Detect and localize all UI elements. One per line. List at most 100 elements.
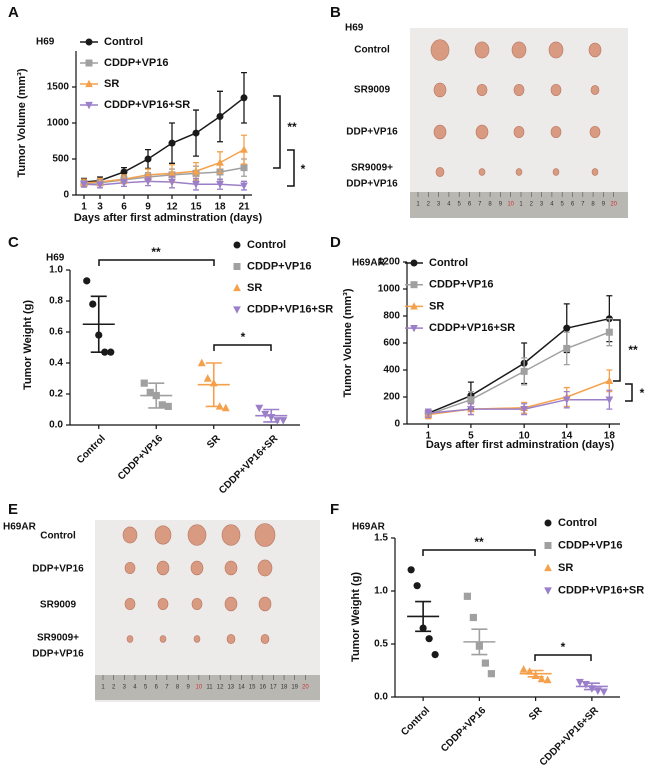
ruler-label: 1 (101, 685, 105, 691)
tumor (260, 634, 270, 644)
legend-marker (233, 306, 241, 314)
marker (168, 178, 176, 187)
y-tick-label: 0.8 (49, 296, 63, 307)
photo-background (410, 28, 628, 218)
ruler-label: 20 (302, 685, 309, 691)
tumor (515, 168, 523, 176)
tumor (156, 560, 170, 576)
marker (197, 358, 206, 367)
group-label: Control (40, 531, 76, 542)
significance-label: ** (474, 535, 484, 549)
y-tick-label: 0.6 (49, 327, 63, 338)
marker (467, 396, 475, 404)
panel-letter: E (8, 501, 18, 518)
tumor (478, 168, 486, 176)
marker (144, 170, 152, 178)
marker (520, 406, 528, 414)
marker (89, 300, 97, 308)
y-tick-label: 500 (52, 154, 69, 165)
significance-bracket (422, 549, 536, 556)
group-label: SR9009 (354, 85, 391, 96)
marker (96, 181, 104, 190)
ruler-label: 16 (259, 685, 266, 691)
x-tick-label: 15 (190, 202, 202, 213)
marker (216, 113, 224, 121)
legend-marker (410, 281, 418, 289)
marker (581, 681, 590, 689)
marker (563, 344, 571, 352)
ruler-label: 2 (530, 202, 534, 208)
legend-marker (233, 283, 241, 292)
y-tick-label: 400 (383, 365, 400, 376)
marker (605, 396, 614, 404)
significance-label: * (640, 386, 645, 400)
marker (192, 167, 200, 175)
marker (605, 376, 614, 384)
legend-label: SR (558, 562, 573, 574)
tumor (550, 125, 562, 139)
ruler-label: 7 (478, 202, 482, 208)
group-label: DDP+VP16 (32, 649, 84, 660)
tumor (126, 635, 134, 643)
y-tick-label: 1.0 (374, 586, 388, 597)
marker (467, 406, 475, 414)
tumor (552, 168, 560, 176)
marker (599, 688, 608, 697)
tumor (191, 597, 203, 611)
x-tick-label: CDDP+VP16+SR (538, 705, 602, 769)
group-label: SR9009+ (351, 163, 393, 174)
y-tick-label: 0.2 (49, 389, 63, 400)
legend-label: CDDP+VP16 (247, 260, 312, 272)
x-tick-label: CDDP+VP16 (439, 705, 489, 755)
y-tick-label: 1.5 (374, 533, 388, 544)
group-label: DDP+VP16 (32, 564, 84, 575)
y-tick-label: 1.0 (49, 265, 63, 276)
marker (519, 665, 528, 673)
tumor (124, 561, 136, 575)
legend-marker (85, 79, 93, 88)
marker (563, 324, 571, 332)
legend-label: Control (558, 517, 597, 529)
tumor (157, 597, 169, 611)
y-axis-label: Tumor Volume (mm³) (342, 288, 354, 397)
tumor (190, 560, 204, 576)
marker (413, 582, 421, 590)
error-bar (205, 362, 222, 408)
legend-label: Control (247, 239, 286, 251)
significance-bracket (273, 95, 281, 169)
x-tick-label: SR (527, 705, 545, 723)
ruler-label: 8 (176, 685, 180, 691)
marker (487, 670, 495, 678)
chart-title: H69AR (352, 258, 386, 269)
ruler-label: 8 (488, 202, 492, 208)
tumor (591, 168, 599, 176)
tumor (511, 41, 527, 59)
x-tick-label: 10 (519, 431, 531, 442)
panel-letter: A (8, 4, 19, 21)
y-tick-label: 0.5 (374, 639, 388, 650)
ruler-label: 3 (437, 202, 441, 208)
x-tick-label: 6 (121, 202, 127, 213)
y-tick-label: 600 (383, 338, 400, 349)
error-bar (471, 628, 488, 656)
chart-title: H69AR (352, 522, 386, 533)
marker (168, 139, 176, 147)
y-tick-label: 800 (383, 311, 400, 322)
ruler-label: 6 (155, 685, 159, 691)
x-tick-label: SR (205, 433, 223, 451)
marker (469, 613, 477, 622)
ruler-label: 9 (499, 202, 503, 208)
x-tick-label: 12 (166, 202, 178, 213)
ruler-label: 4 (447, 202, 451, 208)
y-tick-label: 0.0 (374, 692, 388, 703)
tumor (433, 124, 447, 140)
legend-label: Control (104, 36, 143, 48)
marker (216, 158, 224, 166)
x-tick-label: 21 (238, 202, 250, 213)
group-label: DDP+VP16 (346, 127, 398, 138)
ruler-label: 5 (561, 202, 565, 208)
marker (407, 566, 415, 574)
ruler (95, 675, 320, 700)
legend-label: CDDP+VP16+SR (429, 322, 515, 334)
ruler-label: 6 (468, 202, 472, 208)
